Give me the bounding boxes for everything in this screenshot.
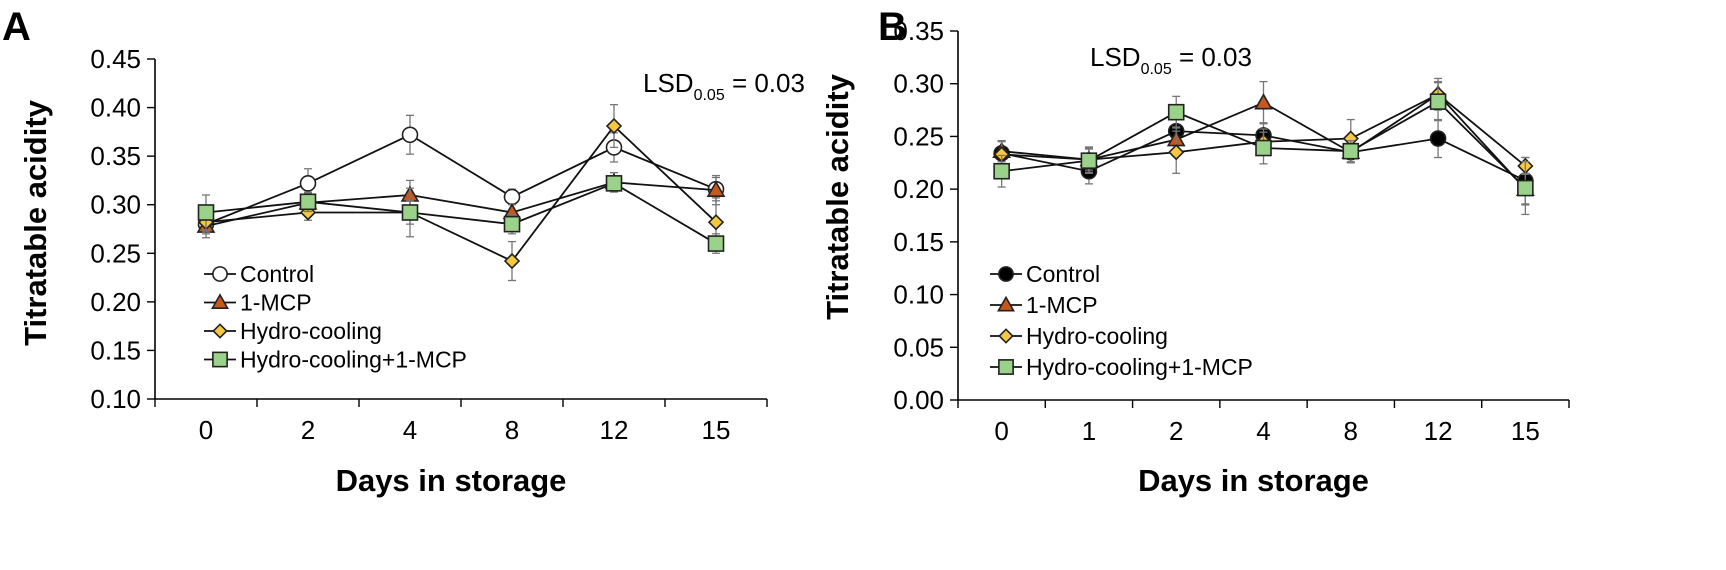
panel-b-lsd-sub: 0.05: [1141, 61, 1172, 78]
panel-b-y-tick-label: 0.15: [893, 227, 944, 257]
panel-a-data-point: [503, 188, 521, 206]
panel-a-y-tick-label: 0.30: [90, 190, 141, 220]
panel-b-legend-label: Hydro-cooling: [1026, 323, 1168, 349]
panel-a-y-tick-label: 0.40: [90, 93, 141, 123]
panel-b-data-point: [1080, 152, 1098, 169]
panel-b-x-tick-label: 1: [1082, 416, 1096, 446]
panel-a-series-3: [197, 175, 725, 254]
panel-a-series-2: [197, 104, 725, 282]
panel-a-data-point: [503, 215, 521, 233]
panel-a-x-axis-title: Days in storage: [336, 463, 567, 498]
panel-b-x-tick-label: 8: [1344, 416, 1358, 446]
panel-a-series-line: [205, 182, 717, 245]
panel-a-y-axis-title: Titratable acidity: [18, 99, 53, 346]
panel-a-chart: A LSD0.05 = 0.03 0.10 0.15 0.20 0.25 0.30 0.3…: [2, 5, 805, 498]
panel-b-y-tick-label: 0.05: [893, 332, 944, 362]
panel-b-data-point: [1429, 93, 1447, 110]
panel-b-data-point: [1342, 142, 1360, 160]
panel-a-data-point: [706, 180, 726, 197]
panel-a-x-tick-label: 0: [199, 415, 213, 445]
panel-b-x-tick-label: 12: [1424, 416, 1453, 446]
panel-a-letter: A: [2, 5, 31, 49]
panel-a-x-tick-label: 4: [403, 415, 417, 445]
panel-a-y-tick-label: 0.25: [90, 238, 141, 268]
panel-a-legend-label: Control: [240, 261, 314, 287]
panel-a-y-tick-label: 0.35: [90, 141, 141, 171]
panel-a-data-point: [299, 175, 317, 192]
panel-a-data-point: [299, 193, 317, 211]
panel-b-y-tick-label: 0.35: [893, 16, 944, 46]
panel-a-legend-label: Hydro-cooling+1-MCP: [240, 347, 467, 373]
panel-b-data-point: [1429, 130, 1447, 147]
panel-a-lsd-sub: 0.05: [694, 87, 725, 104]
panel-a-data-point: [197, 204, 215, 221]
panel-b-series-3: [993, 82, 1534, 216]
panel-a-y-tick-label: 0.20: [90, 287, 141, 317]
panel-b-legend-label: Hydro-cooling+1-MCP: [1026, 354, 1253, 380]
panel-a-lsd-main: LSD: [643, 68, 694, 98]
panel-b-legend-marker: [998, 328, 1014, 344]
panel-a-legend-marker: [212, 323, 228, 339]
panel-b-lsd-main: LSD: [1090, 42, 1141, 72]
panel-a-lsd-tail: = 0.03: [725, 68, 805, 98]
panel-a-y-tick-label: 0.15: [90, 335, 141, 365]
panel-b-y-axis-title: Titratable acidity: [820, 73, 855, 320]
panel-a-legend-label: 1-MCP: [240, 290, 312, 316]
panel-a-x-tick-label: 2: [301, 415, 315, 445]
panel-b-data-point: [1517, 179, 1534, 197]
panel-b-data-point: [1255, 139, 1272, 157]
panel-b-data-point: [993, 162, 1010, 180]
panel-b-lsd-annotation: LSD0.05 = 0.03: [1090, 42, 1252, 78]
panel-a-series-line: [205, 124, 717, 263]
panel-b-y-tick-label: 0.00: [893, 385, 944, 415]
panel-b-x-tick-label: 15: [1511, 416, 1540, 446]
panel-a-series-line: [205, 181, 717, 227]
panel-a-data-point: [401, 204, 419, 221]
panel-a-legend-marker: [212, 351, 228, 368]
panel-a-data-point: [605, 175, 623, 192]
panel-a-x-tick-label: 12: [600, 415, 629, 445]
panel-b-data-point: [1254, 93, 1273, 110]
panel-b-lsd-tail: = 0.03: [1172, 42, 1252, 72]
panel-b-y-tick-label: 0.20: [893, 174, 944, 204]
panel-b-chart: B LSD0.05 = 0.03 0.000.050.100.150.200.2…: [820, 5, 1570, 498]
panel-b-legend-marker: [997, 295, 1015, 312]
panel-b-legend: Control 1-MCP Hydro-cooling Hydro-cooling+1…: [990, 261, 1253, 380]
panel-b-x-tick-label: 2: [1169, 416, 1183, 446]
panel-a-x-tick-label: 15: [702, 415, 731, 445]
panel-b-x-tick-label: 0: [994, 416, 1008, 446]
panel-b-letter: B: [878, 5, 907, 49]
panel-a-data-point: [503, 252, 521, 270]
panel-b-legend-marker: [998, 266, 1014, 282]
panel-b-y-tick-label: 0.10: [893, 280, 944, 310]
panel-b-x-axis-title: Days in storage: [1138, 463, 1369, 498]
panel-b-y-tick-label: 0.30: [893, 69, 944, 99]
panel-b-legend-marker: [998, 359, 1014, 375]
panel-a-data-point: [707, 235, 725, 252]
panel-a-y-tick-label: 0.45: [90, 44, 141, 74]
panel-b-x-tick-label: 4: [1256, 416, 1270, 446]
panel-a-lsd-annotation: LSD0.05 = 0.03: [643, 68, 805, 104]
panel-b-y-tick-label: 0.25: [893, 121, 944, 151]
panel-a-legend-label: Hydro-cooling: [240, 318, 382, 344]
panel-a-y-tick-label: 0.10: [90, 384, 141, 414]
panel-b-legend-label: Control: [1026, 261, 1100, 287]
panel-a-data-point: [605, 117, 623, 135]
panel-b-data-point: [1167, 103, 1185, 121]
panel-a-series-line: [205, 133, 717, 225]
panel-a-x-tick-label: 8: [505, 415, 519, 445]
panel-a-legend-marker: [211, 293, 229, 310]
panel-a-data-point: [401, 126, 419, 144]
panel-a-data-point: [707, 214, 725, 231]
panel-b-data-point: [1168, 144, 1185, 161]
panel-a-legend-marker: [212, 266, 228, 282]
panel-b-legend-label: 1-MCP: [1026, 292, 1098, 318]
